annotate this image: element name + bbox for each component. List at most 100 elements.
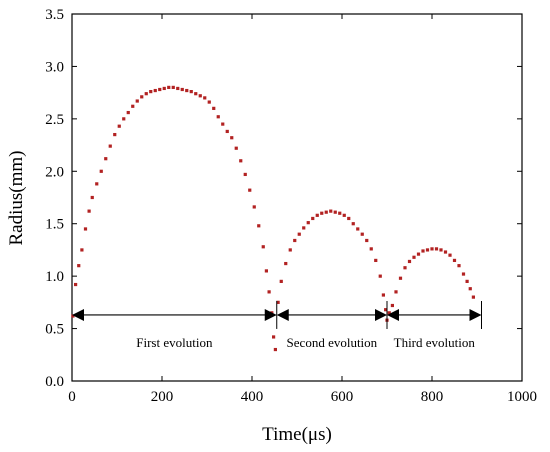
data-point — [95, 182, 99, 186]
data-point — [381, 293, 385, 297]
data-point — [374, 258, 378, 263]
data-point — [276, 300, 280, 304]
data-point — [149, 89, 153, 94]
data-point — [261, 245, 265, 249]
data-point — [342, 213, 346, 217]
data-point — [180, 87, 184, 92]
x-axis-label: Time(μs) — [262, 424, 332, 445]
data-point — [403, 266, 407, 270]
data-point — [99, 169, 103, 173]
data-point — [293, 238, 297, 243]
data-point — [90, 195, 94, 200]
data-point — [369, 247, 373, 251]
data-point — [77, 264, 81, 268]
data-point — [457, 264, 461, 268]
y-tick-label: 1.5 — [45, 217, 64, 233]
data-point — [273, 347, 277, 352]
data-point — [365, 238, 369, 243]
data-point — [394, 290, 398, 294]
arrow-head-right — [264, 308, 277, 321]
data-point — [430, 247, 434, 251]
data-point — [311, 216, 315, 221]
data-point — [257, 224, 261, 228]
y-tick-label: 0.0 — [45, 374, 64, 390]
evolution-annotation: Third evolution — [387, 300, 482, 350]
data-point — [153, 88, 157, 93]
data-point — [225, 129, 229, 134]
annotation-label: First evolution — [136, 335, 213, 350]
data-point — [194, 92, 198, 96]
data-point — [131, 104, 135, 108]
data-point — [176, 86, 180, 91]
data-point — [338, 211, 342, 215]
data-point — [421, 249, 425, 253]
x-tick-label: 800 — [421, 389, 444, 405]
data-point — [407, 259, 412, 264]
data-point — [306, 221, 310, 225]
data-point — [171, 85, 175, 89]
data-point — [279, 279, 283, 283]
y-axis-label: Radius(mm) — [6, 151, 27, 246]
data-point — [378, 274, 382, 278]
data-point — [74, 282, 78, 287]
data-point — [297, 232, 301, 236]
data-point — [71, 314, 75, 318]
data-point — [234, 146, 238, 150]
data-point — [267, 290, 271, 294]
data-point — [351, 222, 355, 226]
data-point — [288, 248, 292, 252]
plot-frame — [71, 13, 523, 382]
data-point — [167, 85, 171, 89]
data-point — [416, 252, 421, 256]
data-point — [360, 232, 364, 236]
data-point — [320, 211, 324, 215]
data-point — [216, 115, 220, 119]
arrow-head-left — [387, 308, 399, 321]
data-point — [162, 86, 166, 91]
data-point — [412, 255, 416, 259]
y-tick-label: 3.0 — [45, 59, 64, 75]
data-point — [122, 117, 126, 121]
y-tick-label: 3.5 — [45, 7, 64, 23]
data-point — [113, 132, 117, 137]
data-point — [333, 210, 337, 214]
y-tick-label: 2.5 — [45, 112, 64, 128]
data-point — [390, 303, 394, 308]
data-point — [212, 106, 216, 110]
data-point — [384, 308, 388, 312]
data-point — [230, 136, 234, 140]
data-point — [140, 95, 144, 99]
arrow-head-right — [469, 308, 482, 321]
data-point — [243, 172, 247, 177]
annotation-label: Third evolution — [394, 335, 476, 350]
data-point — [465, 279, 469, 283]
y-tick-label: 2.0 — [45, 164, 64, 180]
data-point — [439, 248, 443, 252]
data-point — [203, 96, 207, 100]
data-point — [468, 287, 472, 291]
evolution-annotations: First evolution Second evolution Third evo… — [72, 300, 482, 350]
data-point — [324, 210, 328, 214]
data-point — [117, 124, 121, 128]
data-point — [471, 295, 475, 299]
arrow-head-right — [375, 308, 387, 321]
data-point — [158, 87, 162, 92]
data-point — [83, 227, 88, 231]
x-tick-label: 0 — [68, 389, 76, 405]
data-point — [315, 213, 319, 217]
data-point — [108, 144, 112, 148]
data-point — [448, 253, 452, 257]
data-point — [87, 209, 91, 213]
data-point — [189, 89, 193, 94]
y-tick-label: 0.5 — [45, 322, 64, 338]
data-point — [207, 100, 211, 104]
data-point — [221, 122, 225, 126]
data-point — [387, 311, 391, 315]
data-point — [272, 335, 276, 339]
data-point — [126, 110, 130, 115]
x-tick-label: 400 — [241, 389, 264, 405]
data-point — [398, 276, 403, 280]
data-point — [80, 248, 84, 252]
x-tick-label: 1000 — [507, 389, 537, 405]
